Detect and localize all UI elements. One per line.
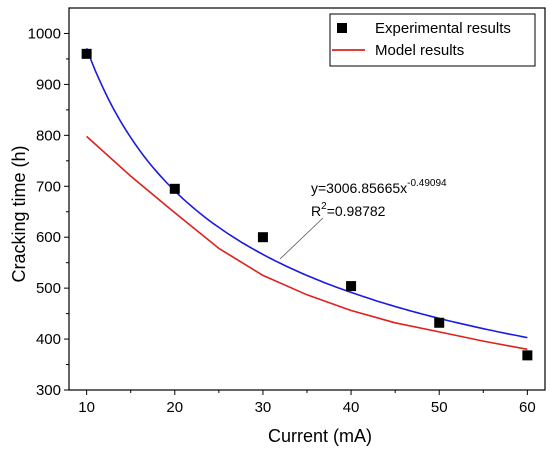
axes: 10 20 30 40 50 60 300 400 500 600 700 800 900 1000 xyxy=(28,7,546,416)
experimental-point xyxy=(81,48,92,59)
legend-label-model: Model results xyxy=(375,42,464,59)
x-tick-label: 20 xyxy=(166,399,183,416)
x-axis-label: Current (mA) xyxy=(268,426,372,446)
y-tick-label: 500 xyxy=(36,280,61,297)
y-tick-label: 300 xyxy=(36,382,61,399)
legend: Experimental results Model results xyxy=(329,13,536,67)
x-tick-label: 40 xyxy=(343,399,360,416)
experimental-point xyxy=(522,350,533,361)
y-axis-label: Cracking time (h) xyxy=(9,145,29,282)
y-tick-label: 1000 xyxy=(28,25,61,42)
annotation-leader-line xyxy=(279,217,324,260)
fit-curve xyxy=(85,48,528,339)
model-line xyxy=(86,135,528,351)
experimental-point xyxy=(257,232,268,243)
legend-frame xyxy=(329,13,536,67)
y-tick-label: 900 xyxy=(36,76,61,93)
experimental-point xyxy=(169,183,180,194)
annotation-r-squared: R2=0.98782 xyxy=(311,201,386,219)
legend-label-experimental: Experimental results xyxy=(375,20,511,37)
plot-area xyxy=(81,48,533,361)
experimental-point xyxy=(346,281,357,292)
x-tick-label: 50 xyxy=(431,399,448,416)
y-tick-label: 700 xyxy=(36,178,61,195)
y-tick-label: 800 xyxy=(36,127,61,144)
x-tick-label: 10 xyxy=(78,399,95,416)
annotation-equation: y=3006.85665x-0.49094 xyxy=(311,178,447,196)
x-tick-label: 60 xyxy=(519,399,536,416)
legend-marker-experimental xyxy=(337,23,347,33)
x-tick-label: 30 xyxy=(255,399,272,416)
y-tick-label: 600 xyxy=(36,229,61,246)
experimental-point xyxy=(434,317,445,328)
y-tick-label: 400 xyxy=(36,331,61,348)
